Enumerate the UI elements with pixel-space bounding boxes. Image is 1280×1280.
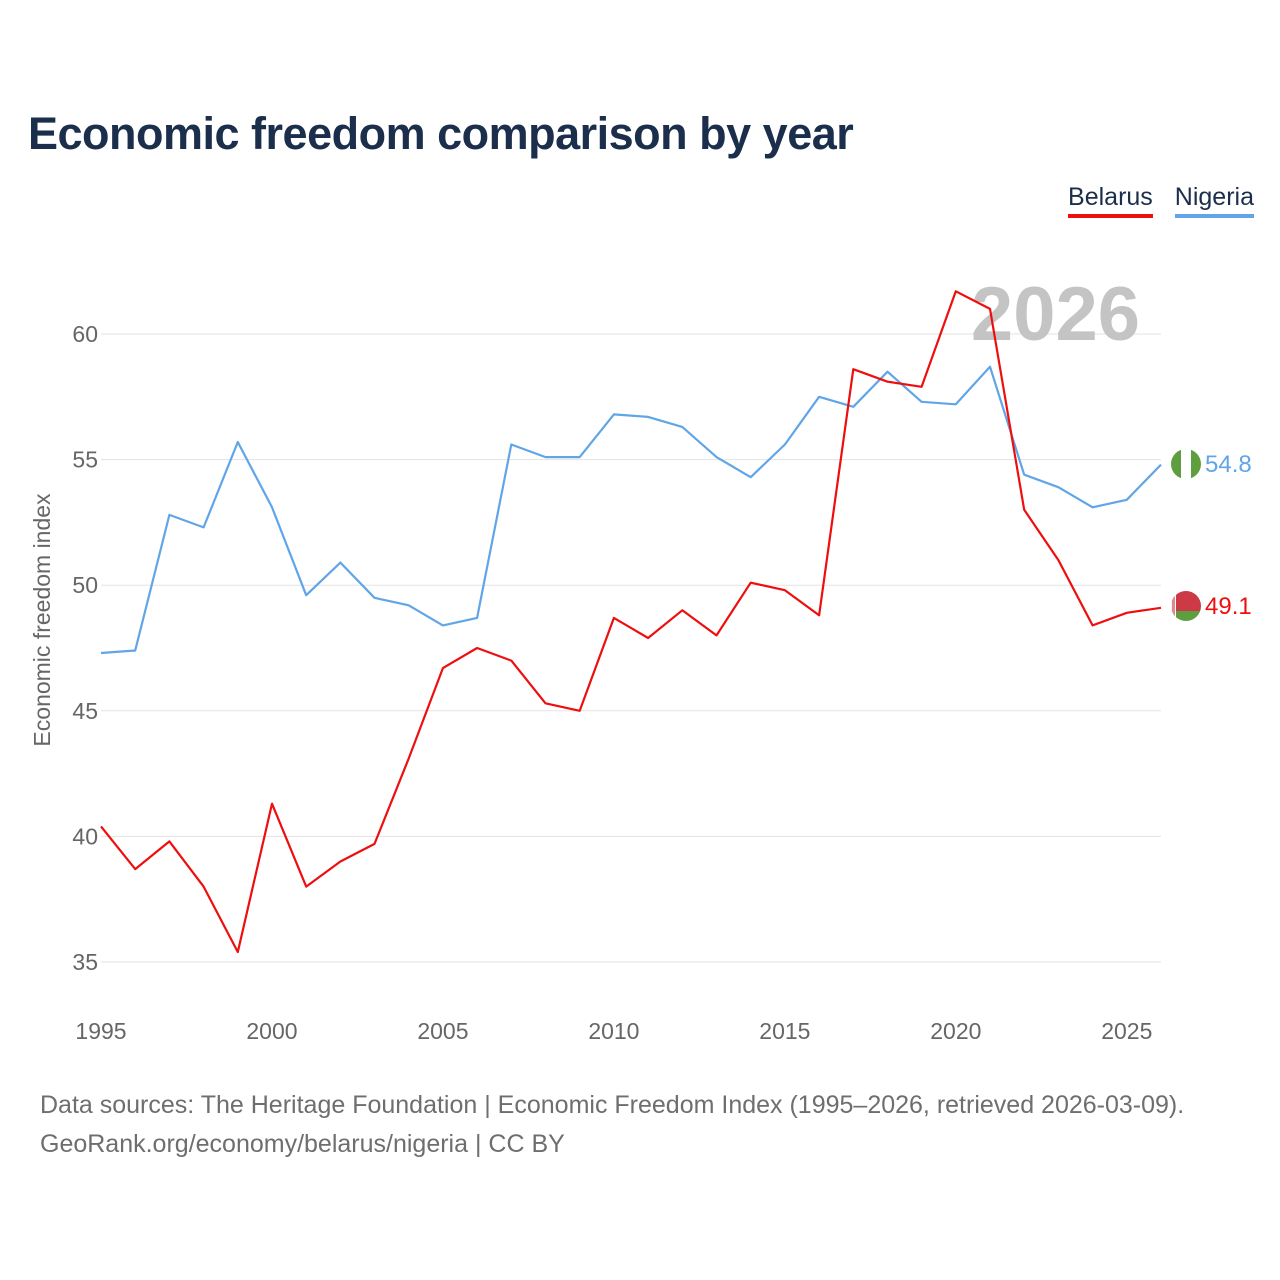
belarus-flag-icon	[1171, 591, 1201, 621]
series-lines	[100, 290, 1162, 954]
x-tick-label: 2015	[759, 1018, 810, 1044]
x-tick-label: 2000	[246, 1018, 297, 1044]
data-source-note: Data sources: The Heritage Foundation | …	[40, 1091, 1185, 1119]
series-line-belarus	[100, 290, 1162, 954]
line-chart: 35 40 45 50 55 60 1995 2000 2005 2010 2015 2020 202…	[29, 272, 1252, 1044]
x-tick-label: 2005	[417, 1018, 468, 1044]
chart-title: Economic freedom comparison by year	[28, 108, 854, 159]
x-tick-label: 2025	[1101, 1018, 1152, 1044]
legend: Belarus Nigeria	[1068, 183, 1254, 218]
footer: Data sources: The Heritage Foundation | …	[40, 1086, 1184, 1164]
y-tick-label: 50	[72, 572, 98, 598]
legend-item-nigeria[interactable]: Nigeria	[1174, 183, 1254, 218]
y-axis-ticks: 35 40 45 50 55 60	[72, 321, 98, 975]
legend-item-belarus[interactable]: Belarus	[1068, 183, 1153, 218]
x-tick-label: 1995	[75, 1018, 126, 1044]
y-tick-label: 35	[72, 949, 98, 975]
nigeria-flag-icon	[1171, 449, 1201, 479]
gridlines	[101, 333, 1161, 963]
attribution-link[interactable]: GeoRank.org/economy/belarus/nigeria | CC…	[40, 1130, 565, 1158]
year-watermark: 2026	[971, 272, 1140, 357]
x-tick-label: 2020	[930, 1018, 981, 1044]
series-line-nigeria	[100, 365, 1162, 655]
nigeria-end-label: 54.8	[1205, 451, 1252, 478]
x-tick-label: 2010	[588, 1018, 639, 1044]
end-markers: 54.8 49.1	[1171, 449, 1252, 621]
y-tick-label: 40	[72, 823, 98, 849]
y-tick-label: 55	[72, 447, 98, 473]
belarus-end-label: 49.1	[1205, 593, 1252, 620]
y-tick-label: 45	[72, 698, 98, 724]
x-axis-ticks: 1995 2000 2005 2010 2015 2020 2025	[75, 1018, 1152, 1044]
y-axis-label: Economic freedom index	[29, 493, 55, 747]
y-tick-label: 60	[72, 321, 98, 347]
